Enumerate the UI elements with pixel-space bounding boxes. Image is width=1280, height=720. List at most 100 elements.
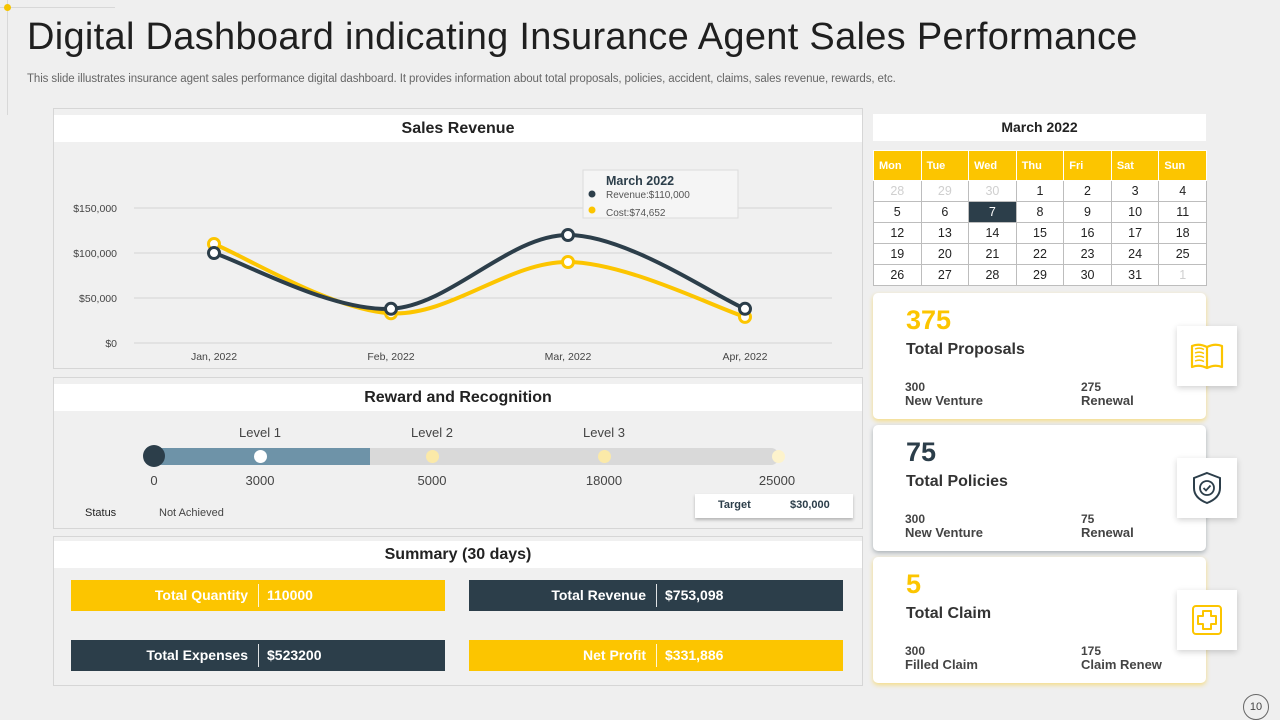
calendar-week-row: 5 6 7 8 9 10 11 [873, 201, 1207, 223]
weekday-header: Mon [873, 150, 922, 181]
total-claim-number: 5 [906, 569, 922, 599]
calendar-day[interactable]: 19 [873, 243, 922, 265]
level-3-label: Level 3 [583, 425, 625, 440]
calendar-day[interactable]: 29 [920, 180, 970, 202]
new-venture-label: New Venture [905, 525, 984, 540]
milestone-dot-5000 [426, 450, 439, 463]
data-point-revenue[interactable] [384, 301, 398, 316]
calendar-day[interactable]: 24 [1110, 243, 1160, 265]
calendar-day[interactable]: 28 [873, 180, 922, 202]
summary-panel: Summary (30 days) Total Quantity 110000 … [53, 536, 863, 686]
calendar-day[interactable]: 22 [1015, 243, 1065, 265]
y-tick-label: $150,000 [73, 203, 117, 215]
tile-divider [258, 644, 259, 667]
calendar-day[interactable]: 30 [1063, 264, 1112, 286]
x-tick-label: Mar, 2022 [545, 351, 592, 363]
tooltip-revenue: Revenue:$110,000 [606, 190, 690, 201]
corner-line-vertical [7, 0, 8, 115]
net-profit-value: $331,886 [665, 647, 724, 663]
calendar-day[interactable]: 1 [1158, 264, 1207, 286]
sales-revenue-chart: $0 $50,000 $100,000 $150,000 Jan, 2022 Feb, 2… [73, 169, 832, 363]
renewal-label: Renewal [1081, 525, 1134, 540]
calendar-day[interactable]: 25 [1158, 243, 1207, 265]
page-subtitle: This slide illustrates insurance agent s… [27, 73, 896, 85]
total-policies-number: 75 [906, 437, 937, 467]
medical-cross-icon [1192, 605, 1222, 635]
calendar-day[interactable]: 31 [1110, 264, 1160, 286]
calendar-day[interactable]: 13 [920, 222, 970, 244]
tooltip-cost-marker [588, 206, 596, 214]
calendar-day[interactable]: 18 [1158, 222, 1207, 244]
medical-icon-box [1177, 590, 1237, 650]
total-expenses-tile: Total Expenses $523200 [71, 640, 445, 671]
filled-claim-label: Filled Claim [905, 657, 978, 672]
data-point-revenue[interactable] [738, 301, 752, 316]
series-line-revenue [213, 232, 746, 311]
net-profit-tile: Net Profit $331,886 [469, 640, 843, 671]
calendar-day[interactable]: 30 [968, 180, 1017, 202]
tile-divider [656, 644, 657, 667]
chart-tooltip: March 2022 Revenue:$110,000 Cost:$74,652 [582, 169, 739, 219]
calendar-day[interactable]: 14 [968, 222, 1017, 244]
calendar-week-row: 28 29 30 1 2 3 4 [873, 180, 1207, 202]
total-quantity-tile: Total Quantity 110000 [71, 580, 445, 611]
calendar-day[interactable]: 15 [1015, 222, 1065, 244]
calendar-day[interactable]: 10 [1110, 201, 1160, 223]
calendar-day[interactable]: 1 [1015, 180, 1065, 202]
renewal-label: Renewal [1081, 393, 1134, 408]
summary-title: Summary (30 days) [54, 541, 862, 568]
calendar-day[interactable]: 17 [1110, 222, 1160, 244]
target-box: Target $30,000 [695, 494, 853, 518]
calendar-day[interactable]: 23 [1063, 243, 1112, 265]
data-point-revenue[interactable] [207, 246, 221, 260]
calendar-day[interactable]: 26 [873, 264, 922, 286]
shield-icon-box [1177, 458, 1237, 518]
claim-renew-count: 175 [1081, 644, 1102, 658]
status-label: Status [85, 507, 117, 519]
tick-label-25000: 25000 [758, 473, 796, 488]
total-expenses-label: Total Expenses [146, 647, 248, 663]
calendar-day[interactable]: 16 [1063, 222, 1112, 244]
weekday-header: Fri [1063, 150, 1112, 181]
calendar-day[interactable]: 4 [1158, 180, 1207, 202]
calendar-day[interactable]: 9 [1063, 201, 1112, 223]
total-revenue-value: $753,098 [665, 587, 724, 603]
corner-line-horizontal [0, 7, 115, 8]
calendar-day[interactable]: 27 [920, 264, 970, 286]
page-title: Digital Dashboard indicating Insurance A… [27, 16, 1138, 58]
renewal-count: 275 [1081, 380, 1102, 394]
total-proposals-card: 375 Total Proposals 300 New Venture 275 … [873, 293, 1206, 419]
target-value: $30,000 [790, 499, 830, 511]
calendar-day[interactable]: 3 [1110, 180, 1160, 202]
milestone-dot-25000 [772, 450, 785, 463]
y-tick-label: $0 [105, 338, 117, 350]
calendar-day[interactable]: 11 [1158, 201, 1207, 223]
tile-divider [656, 584, 657, 607]
new-venture-count: 300 [905, 512, 926, 526]
calendar-day[interactable]: 6 [920, 201, 970, 223]
total-revenue-label: Total Revenue [551, 587, 646, 603]
calendar-day[interactable]: 2 [1063, 180, 1112, 202]
tooltip-box [582, 169, 739, 219]
net-profit-label: Net Profit [583, 647, 646, 663]
x-tick-label: Feb, 2022 [367, 351, 414, 363]
tick-label-18000: 18000 [585, 473, 623, 488]
calendar-week-row: 12 13 14 15 16 17 18 [873, 222, 1207, 244]
tooltip-title: March 2022 [606, 174, 674, 188]
calendar-day[interactable]: 20 [920, 243, 970, 265]
tile-divider [258, 584, 259, 607]
calendar-day[interactable]: 21 [968, 243, 1017, 265]
total-policies-card: 75 Total Policies 300 New Venture 75 Ren… [873, 425, 1206, 551]
calendar-day[interactable]: 5 [873, 201, 922, 223]
data-point-cost[interactable] [561, 255, 575, 269]
calendar-day[interactable]: 29 [1015, 264, 1065, 286]
total-claim-card: 5 Total Claim 300 Filled Claim 175 Claim… [873, 557, 1206, 683]
total-quantity-label: Total Quantity [154, 587, 248, 603]
milestone-dot-18000 [598, 450, 611, 463]
calendar-day[interactable]: 12 [873, 222, 922, 244]
calendar-day[interactable]: 7 [968, 201, 1017, 223]
calendar-day[interactable]: 28 [968, 264, 1017, 286]
calendar-day[interactable]: 8 [1015, 201, 1065, 223]
progress-start-knob[interactable] [143, 445, 165, 467]
data-point-revenue[interactable] [561, 228, 575, 242]
